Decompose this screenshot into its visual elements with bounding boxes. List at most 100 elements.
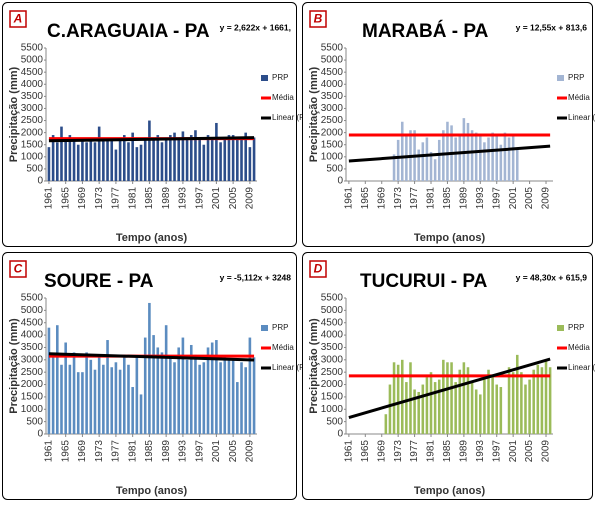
bar xyxy=(244,367,247,434)
legend-label: PRP xyxy=(272,323,288,332)
y-axis-label: Precipitação (mm) xyxy=(8,66,20,162)
y-tick-label: 4500 xyxy=(321,317,344,328)
y-axis-label: Precipitação (mm) xyxy=(8,318,20,414)
y-tick-label: 0 xyxy=(337,429,343,440)
x-tick-label: 1969 xyxy=(77,187,88,210)
y-tick-label: 2000 xyxy=(21,379,44,390)
bar xyxy=(77,145,80,181)
bar xyxy=(127,142,130,181)
bar xyxy=(169,357,172,434)
y-tick-label: 4500 xyxy=(21,67,44,78)
bar xyxy=(232,135,235,181)
bar xyxy=(98,127,101,181)
bar xyxy=(401,360,404,434)
bar xyxy=(253,137,256,181)
y-tick-label: 4000 xyxy=(321,330,344,341)
bar xyxy=(182,338,185,434)
bar xyxy=(434,159,437,181)
bar xyxy=(228,135,231,181)
bar xyxy=(483,380,486,434)
y-tick-label: 3500 xyxy=(321,342,344,353)
bar xyxy=(110,140,113,181)
bar xyxy=(524,385,527,434)
bar xyxy=(450,362,453,434)
bar xyxy=(152,140,155,181)
y-axis-label: Precipitação (mm) xyxy=(308,318,320,414)
bar xyxy=(446,122,449,181)
bar xyxy=(152,335,155,434)
x-axis-label: Tempo (anos) xyxy=(414,485,486,497)
bar xyxy=(73,137,76,181)
x-tick-label: 1993 xyxy=(178,440,189,463)
bar xyxy=(81,372,84,434)
legend-label: PRP xyxy=(568,323,584,332)
x-tick-label: 1985 xyxy=(442,187,453,210)
x-tick-label: 1985 xyxy=(144,440,155,463)
bar xyxy=(232,360,235,434)
y-tick-label: 1000 xyxy=(21,151,44,162)
y-tick-label: 500 xyxy=(326,416,343,427)
bar xyxy=(397,140,400,181)
x-tick-label: 2009 xyxy=(541,187,552,210)
x-tick-label: 1973 xyxy=(393,440,404,463)
bar xyxy=(236,382,239,434)
y-tick-label: 3500 xyxy=(21,342,44,353)
x-tick-label: 1989 xyxy=(161,187,172,210)
bar xyxy=(545,360,548,434)
legend-label: Linear (PRP) xyxy=(568,363,595,372)
bar xyxy=(198,365,201,434)
y-tick-label: 4500 xyxy=(321,67,344,78)
x-tick-label: 1993 xyxy=(475,440,486,463)
y-tick-label: 4500 xyxy=(21,317,44,328)
bar xyxy=(479,394,482,434)
legend-label: Linear (PRP) xyxy=(568,113,595,122)
bar xyxy=(487,137,490,181)
y-tick-label: 4000 xyxy=(21,330,44,341)
y-tick-label: 5000 xyxy=(21,305,44,316)
bar xyxy=(98,357,101,434)
x-tick-label: 1961 xyxy=(344,440,355,463)
bar xyxy=(491,375,494,434)
bar xyxy=(165,325,168,434)
y-tick-label: 2000 xyxy=(321,379,344,390)
bar xyxy=(194,355,197,434)
bar xyxy=(156,135,159,181)
bar xyxy=(119,370,122,434)
y-tick-label: 4000 xyxy=(321,79,344,90)
bar xyxy=(81,140,84,181)
x-tick-label: 1965 xyxy=(60,440,71,463)
x-tick-label: 1981 xyxy=(426,440,437,463)
x-tick-label: 1973 xyxy=(94,440,105,463)
bar xyxy=(458,370,461,434)
x-tick-label: 1977 xyxy=(409,440,420,463)
bar xyxy=(471,130,474,181)
x-tick-label: 1969 xyxy=(376,187,387,210)
x-tick-label: 2001 xyxy=(211,187,222,210)
y-tick-label: 4000 xyxy=(21,79,44,90)
bar xyxy=(177,140,180,181)
y-tick-label: 3000 xyxy=(21,103,44,114)
y-tick-label: 5000 xyxy=(21,55,44,66)
x-tick-label: 2001 xyxy=(508,187,519,210)
bar xyxy=(140,145,143,181)
bar xyxy=(60,127,63,181)
panel-letter: D xyxy=(314,262,323,276)
bar xyxy=(516,150,519,181)
x-tick-label: 2005 xyxy=(228,187,239,210)
bar xyxy=(52,357,55,434)
y-tick-label: 3000 xyxy=(321,354,344,365)
panel-letter: A xyxy=(13,12,23,26)
y-tick-label: 5500 xyxy=(321,43,344,54)
bar xyxy=(56,142,59,181)
bar xyxy=(463,118,466,181)
bar xyxy=(69,365,72,434)
legend-label: Média xyxy=(568,93,590,102)
bar xyxy=(512,372,515,434)
bar xyxy=(169,135,172,181)
bar xyxy=(512,135,515,181)
chart-title: TUCURUI - PA xyxy=(360,271,488,292)
legend-label: Média xyxy=(568,343,590,352)
bar xyxy=(148,121,151,181)
